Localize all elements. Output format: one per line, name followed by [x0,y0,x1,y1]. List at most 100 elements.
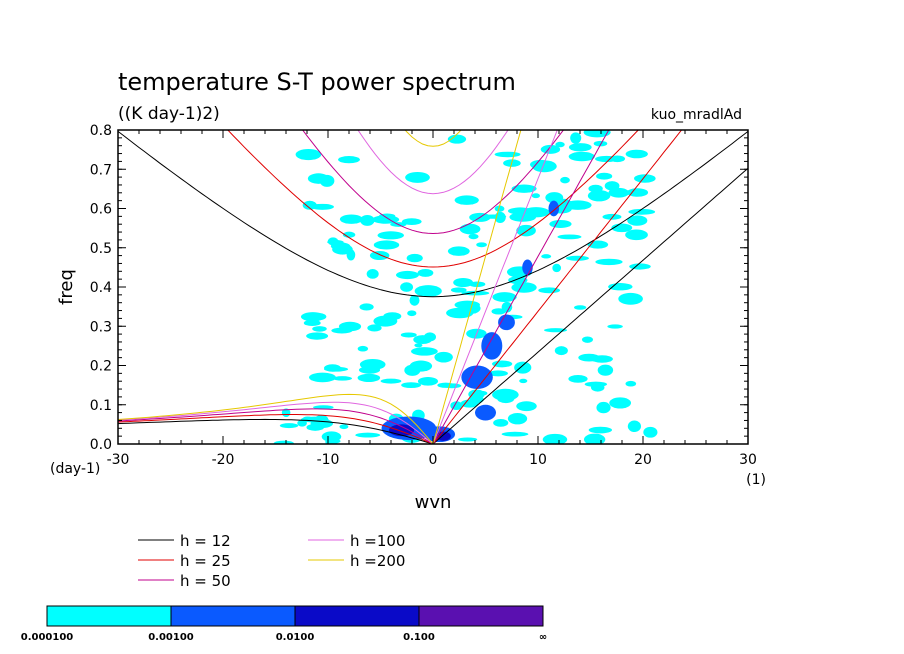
contour-blob [369,250,390,261]
colorbar-label: ∞ [539,632,547,643]
contour-blob [442,383,462,389]
legend-label: h = 50 [180,572,231,590]
contour-blob [338,156,360,164]
contour-blob [409,294,420,306]
contour-blob [468,389,485,400]
rossby-wave-curve [118,401,434,444]
contour-blob [459,223,481,235]
contour-blob [355,432,381,438]
contour-blob [555,141,565,148]
colorbar-label: 0.000100 [21,632,74,643]
contour-blob [583,433,606,444]
y-tick-label: 0.3 [90,319,112,335]
y-unit-label: (day-1) [50,461,100,477]
contour-blob [460,399,479,408]
contour-blob-dense [548,200,559,217]
contour-blob [493,418,509,427]
contour-blob [342,231,356,238]
contour-blob [530,159,552,170]
contour-blob [417,376,439,386]
contour-blob [588,426,613,434]
contour-blob [401,218,422,226]
contour-blob [423,332,437,342]
y-tick-label: 0.2 [90,359,112,375]
contour-blob [516,401,537,412]
contour-blob [319,174,335,187]
contour-blob [303,319,321,327]
contour-blob [312,326,327,332]
contour-blob [531,193,540,199]
contour-blob [568,151,595,162]
rossby-wave-curve [118,408,434,444]
contour-blob [295,148,322,161]
contour-blob [581,336,594,343]
contour-blob [627,215,648,226]
contour-blob [447,134,467,144]
kelvin-wave-curve [432,130,522,444]
y-tick-label: 0.4 [90,280,112,296]
contour-blob [308,372,336,383]
x-tick-label: 0 [429,452,438,468]
contour-blob [491,360,513,368]
contour-blob [297,419,307,427]
contour-blob [501,431,529,437]
contour-blob [406,253,423,263]
contour-blob [596,172,613,180]
legend-label: h = 25 [180,552,231,570]
chart-units: ((K day-1)2) [118,104,220,124]
contour-blob [411,347,438,356]
contour-blob [273,440,294,444]
contour-blob [557,234,582,240]
contour-blob [434,351,453,363]
contour-blob [507,207,533,215]
contour-blob [366,269,379,279]
y-tick-label: 0.6 [90,202,112,218]
contour-blob [331,327,353,334]
y-axis-label: freq [56,269,77,305]
contour-blob [339,214,363,224]
contour-blob [643,426,658,438]
contour-blob [313,405,334,410]
contour-blob [541,254,552,259]
contour-blob [511,282,537,293]
contour-blob [359,303,374,311]
contour-blob [494,151,521,158]
contour-blob [330,242,351,250]
y-tick-label: 0.1 [90,398,112,414]
contour-blob [324,364,341,372]
colorbar-segment [46,605,172,627]
rossby-wave-curve [118,414,434,444]
chart-annotation: kuo_mradlAd [651,107,742,123]
contour-blob [306,423,324,431]
contour-blob [383,312,402,321]
contour-blob [302,200,317,210]
dispersion-curves [118,130,748,444]
contour-blob [501,301,513,313]
colorbar-segment [294,605,420,627]
x-tick-label: 10 [529,452,547,468]
contour-blob [332,376,352,381]
colorbar: 0.000100 0.00100 0.0100 0.100 ∞ [21,605,547,643]
contour-blob [404,364,421,376]
contour-blob-dense [498,314,515,331]
axis-ticks: -30 -20 -10 0 10 20 30 0.0 0.1 0.2 0.3 0.4 0.5 0.6 0.7… [90,123,757,468]
contour-blob [634,174,656,183]
contour-blob [405,171,430,183]
contour-blob-dense [461,365,493,390]
contour-blob [570,132,582,144]
power-contours [273,130,658,444]
x-tick-label: -10 [317,452,340,468]
contour-blob-dense [475,404,496,421]
contour-blob [458,437,478,442]
legend: h = 12 h = 25 h = 50 h =100 h =200 [138,532,405,590]
contour-blob [608,283,633,291]
contour-blob [540,144,561,154]
contour-blob [494,205,505,212]
contour-blob [593,140,608,147]
contour-blob [395,270,419,280]
contour-blob [414,285,442,297]
contour-blob [588,184,603,193]
contour-blob [306,332,329,340]
legend-label: h =100 [350,532,405,550]
gravity-wave-curve [357,130,509,195]
